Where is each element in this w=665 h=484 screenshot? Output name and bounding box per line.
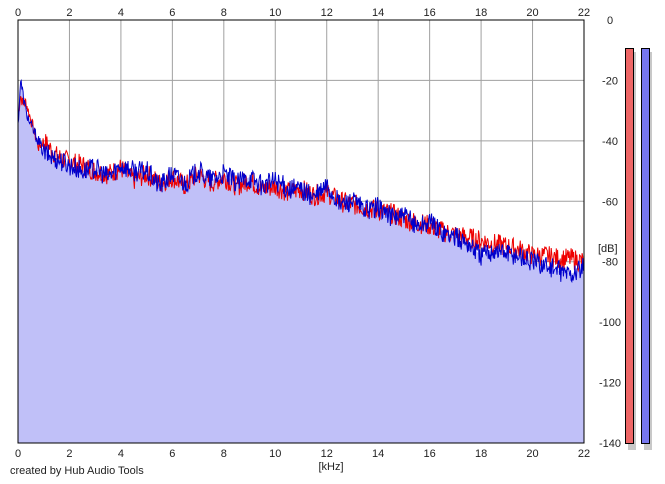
x-tick-bottom-6: 12 [321, 448, 333, 460]
x-axis-bottom: 0 2 4 6 8 10 12 14 16 18 20 22 [15, 448, 590, 460]
x-tick-bottom-11: 22 [578, 448, 590, 460]
x-axis-top: 0 2 4 6 8 10 12 14 16 18 20 22 [15, 7, 590, 19]
y-axis-right: 0 -20 -40 -60 -80 -100 -120 -140 [599, 15, 621, 450]
x-tick-top-3: 6 [169, 7, 175, 19]
x-tick-bottom-5: 10 [269, 448, 281, 460]
left-channel-meter [625, 48, 634, 444]
spectrum-fill-area [18, 80, 584, 443]
y-tick-1: -20 [602, 75, 618, 87]
x-tick-bottom-1: 2 [66, 448, 72, 460]
x-axis-label: [kHz] [318, 461, 343, 473]
right-channel-meter [641, 48, 650, 444]
x-tick-bottom-0: 0 [15, 448, 21, 460]
y-axis-label: [dB] [598, 243, 618, 255]
y-tick-5: -100 [599, 317, 621, 329]
x-tick-top-7: 14 [372, 7, 384, 19]
x-tick-top-11: 22 [578, 7, 590, 19]
x-tick-top-5: 10 [269, 7, 281, 19]
x-tick-top-2: 4 [118, 7, 124, 19]
x-tick-top-1: 2 [66, 7, 72, 19]
y-tick-4: -80 [602, 257, 618, 269]
x-tick-top-9: 18 [475, 7, 487, 19]
x-tick-bottom-2: 4 [118, 448, 124, 460]
x-tick-top-8: 16 [424, 7, 436, 19]
plot-border [17, 19, 585, 444]
spectrum-series [17, 79, 585, 284]
x-tick-bottom-3: 6 [169, 448, 175, 460]
x-tick-top-4: 8 [221, 7, 227, 19]
x-tick-top-10: 20 [526, 7, 538, 19]
y-tick-2: -40 [602, 136, 618, 148]
y-tick-6: -120 [599, 378, 621, 390]
x-tick-bottom-9: 18 [475, 448, 487, 460]
x-tick-top-6: 12 [321, 7, 333, 19]
x-tick-bottom-10: 20 [526, 448, 538, 460]
x-tick-bottom-8: 16 [424, 448, 436, 460]
y-tick-7: -140 [599, 438, 621, 450]
x-tick-top-0: 0 [15, 7, 21, 19]
credit-text: created by Hub Audio Tools [10, 465, 144, 477]
x-tick-bottom-4: 8 [221, 448, 227, 460]
x-tick-bottom-7: 14 [372, 448, 384, 460]
y-tick-3: -60 [602, 196, 618, 208]
series-line-1 [17, 79, 585, 284]
y-tick-0: 0 [607, 15, 613, 27]
